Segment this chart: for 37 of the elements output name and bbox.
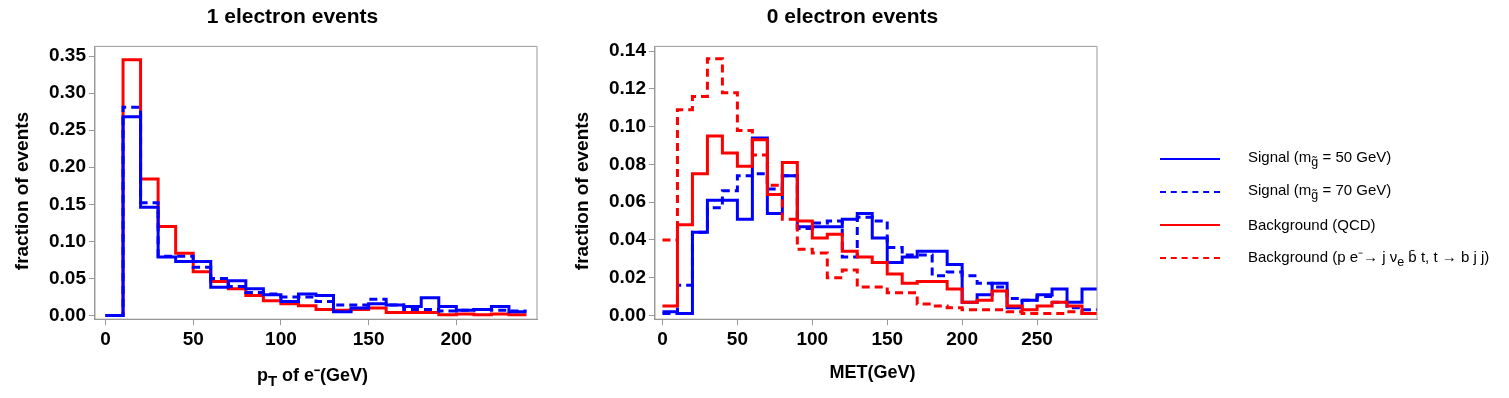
x-axis-title: p$_{T}$ of e⁻(GeV) xyxy=(255,364,370,389)
legend-label: Signal (m$_{g̃}$ = 50 GeV) xyxy=(1248,148,1392,169)
legend-label: Background (QCD) xyxy=(1248,216,1376,233)
x-tick-label: 0 xyxy=(657,327,668,349)
y-tick-label: 0.15 xyxy=(49,192,87,214)
y-tick-label: 0.04 xyxy=(609,228,647,250)
y-tick-label: 0.08 xyxy=(609,152,646,174)
x-tick-label: 100 xyxy=(265,327,297,349)
legend-label: Background (p e⁻→ j ν$_{e}$ b̄ t, t → b j j) xyxy=(1248,247,1490,269)
y-tick-label: 0.10 xyxy=(609,114,646,136)
x-tick-label: 250 xyxy=(1021,327,1053,349)
y-tick-label: 0.20 xyxy=(49,155,86,177)
x-tick-label: 50 xyxy=(726,327,748,349)
y-axis-title: fraction of events xyxy=(571,110,593,273)
y-tick-label: 0.25 xyxy=(49,118,87,140)
x-tick-label: 200 xyxy=(946,327,978,349)
y-tick-label: 0.12 xyxy=(609,77,646,99)
x-tick-label: 100 xyxy=(796,327,829,349)
x-axis-title: MET(GeV) xyxy=(828,362,917,383)
x-tick-label: 0 xyxy=(100,327,111,349)
y-tick-label: 0.00 xyxy=(609,303,646,325)
x-tick-label: 150 xyxy=(352,327,385,349)
y-tick-label: 0.00 xyxy=(49,303,86,325)
y-tick-label: 0.06 xyxy=(609,190,646,212)
y-tick-label: 0.14 xyxy=(609,39,647,61)
y-tick-label: 0.02 xyxy=(609,265,646,287)
chart-title: 1 electron events xyxy=(205,4,380,28)
x-tick-label: 50 xyxy=(182,327,204,349)
x-tick-label: 200 xyxy=(440,327,473,349)
y-tick-label: 0.10 xyxy=(49,229,86,251)
x-tick-label: 150 xyxy=(871,327,904,349)
legend-label: Signal (m$_{g̃}$ = 70 GeV) xyxy=(1248,181,1392,202)
y-axis-title: fraction of events xyxy=(11,110,33,273)
y-tick-label: 0.35 xyxy=(49,44,87,66)
y-tick-label: 0.05 xyxy=(49,266,87,288)
y-tick-label: 0.30 xyxy=(49,81,86,103)
chart-title: 0 electron events xyxy=(765,4,940,28)
